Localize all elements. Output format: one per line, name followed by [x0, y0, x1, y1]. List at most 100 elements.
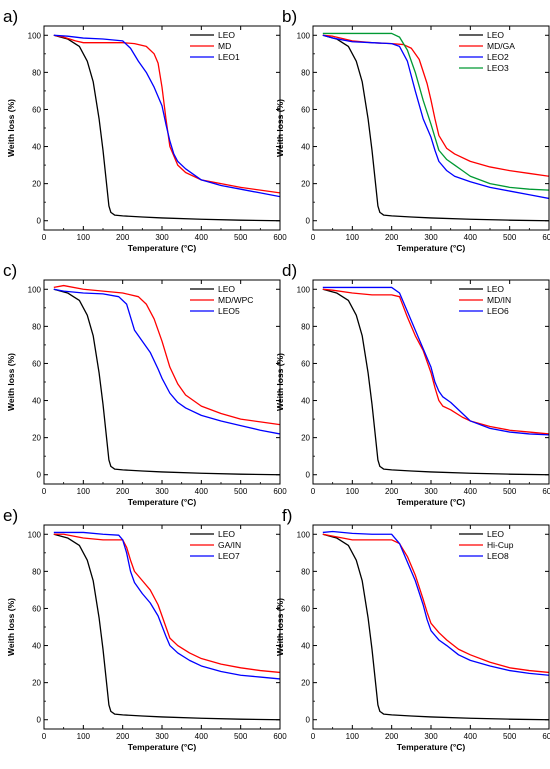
panel-label: e)	[3, 506, 18, 525]
x-tick-label: 600	[273, 233, 287, 242]
y-axis-label: Weith loss (%)	[6, 353, 16, 411]
x-tick-label: 0	[311, 233, 316, 242]
x-tick-label: 600	[273, 487, 287, 496]
chart-panel-3: c) 0 100 200 300 400 500 600 0 20 40 60 80 100 Tempera…	[3, 261, 287, 507]
legend-entry: LEO	[487, 529, 504, 539]
series-line-md-ga	[322, 34, 549, 177]
legend-entry: LEO6	[487, 306, 509, 316]
y-axis-label: Weith loss (%)	[6, 99, 16, 157]
x-tick-label: 400	[464, 732, 478, 741]
panel-label: c)	[3, 261, 17, 280]
series-line-leo5	[53, 288, 280, 435]
panel-label: a)	[3, 7, 18, 26]
x-tick-label: 400	[195, 487, 209, 496]
series-line-leo6	[322, 286, 549, 436]
x-tick-label: 500	[234, 732, 248, 741]
legend-entry: LEO8	[487, 551, 509, 561]
plot-frame	[312, 279, 550, 485]
x-tick-label: 600	[542, 233, 550, 242]
y-tick-label: 20	[32, 180, 41, 189]
series-line-leo	[322, 533, 549, 721]
x-axis-label: Temperature (°C)	[128, 243, 197, 253]
x-axis-label: Temperature (°C)	[397, 742, 466, 752]
x-axis-label: Temperature (°C)	[397, 497, 466, 507]
legend-entry: LEO7	[218, 551, 240, 561]
y-tick-label: 0	[37, 471, 42, 480]
y-tick-label: 100	[297, 285, 311, 294]
plot-frame	[312, 524, 550, 730]
legend-entry: LEO	[487, 30, 504, 40]
x-tick-label: 500	[503, 732, 517, 741]
series-line-md	[53, 34, 280, 194]
y-tick-label: 20	[32, 434, 41, 443]
y-tick-label: 100	[297, 530, 311, 539]
x-tick-label: 400	[464, 233, 478, 242]
y-tick-label: 100	[28, 31, 42, 40]
legend-entry: LEO	[487, 284, 504, 294]
x-tick-label: 200	[385, 233, 399, 242]
legend-entry: Hi-Cup	[487, 540, 514, 550]
y-tick-label: 20	[32, 679, 41, 688]
x-tick-label: 200	[385, 487, 399, 496]
series-line-leo	[322, 288, 549, 476]
series-line-leo	[322, 34, 549, 222]
y-axis-label: Weith loss (%)	[275, 99, 285, 157]
legend-entry: LEO1	[218, 52, 240, 62]
y-tick-label: 80	[32, 567, 41, 576]
legend-entry: LEO	[218, 284, 235, 294]
y-tick-label: 20	[301, 180, 310, 189]
x-tick-label: 100	[346, 732, 360, 741]
x-tick-label: 100	[77, 233, 91, 242]
x-tick-label: 100	[77, 487, 91, 496]
chart-panel-1: a) 0 100 200 300 400 500 600 0 20 40 60 80 100 Tempera…	[3, 7, 287, 253]
series-line-leo	[53, 34, 280, 222]
x-tick-label: 500	[234, 233, 248, 242]
y-tick-label: 0	[306, 471, 311, 480]
x-axis-label: Temperature (°C)	[397, 243, 466, 253]
x-tick-label: 200	[116, 487, 130, 496]
series-line-leo2	[322, 34, 549, 200]
legend-entry: LEO	[218, 529, 235, 539]
x-tick-label: 200	[116, 233, 130, 242]
x-tick-label: 300	[155, 732, 169, 741]
y-tick-label: 40	[301, 143, 310, 152]
x-tick-label: 300	[424, 233, 438, 242]
series-line-leo3	[322, 32, 549, 191]
series-line-leo7	[53, 531, 280, 680]
series-line-leo	[53, 533, 280, 721]
plot-frame	[43, 25, 281, 231]
x-tick-label: 100	[77, 732, 91, 741]
series-line-leo8	[322, 530, 549, 676]
panel-label: f)	[282, 506, 292, 525]
x-tick-label: 500	[503, 487, 517, 496]
y-tick-label: 80	[32, 322, 41, 331]
panel-label: d)	[282, 261, 297, 280]
x-tick-label: 200	[385, 732, 399, 741]
y-tick-label: 0	[37, 217, 42, 226]
x-axis-label: Temperature (°C)	[128, 742, 197, 752]
x-tick-label: 400	[195, 233, 209, 242]
x-tick-label: 400	[464, 487, 478, 496]
x-tick-label: 600	[542, 732, 550, 741]
chart-panel-5: e) 0 100 200 300 400 500 600 0 20 40 60 80 100 Tempera…	[3, 506, 287, 752]
series-line-leo	[53, 288, 280, 476]
x-axis-label: Temperature (°C)	[128, 497, 197, 507]
panel-label: b)	[282, 7, 297, 26]
x-tick-label: 0	[311, 732, 316, 741]
legend-entry: MD	[218, 41, 231, 51]
x-tick-label: 0	[42, 233, 47, 242]
legend-entry: LEO5	[218, 306, 240, 316]
y-tick-label: 40	[32, 397, 41, 406]
y-tick-label: 60	[301, 604, 310, 613]
y-tick-label: 0	[306, 716, 311, 725]
y-tick-label: 60	[32, 359, 41, 368]
y-tick-label: 80	[301, 567, 310, 576]
series-line-leo1	[53, 34, 280, 198]
y-tick-label: 100	[28, 530, 42, 539]
y-tick-label: 60	[301, 359, 310, 368]
